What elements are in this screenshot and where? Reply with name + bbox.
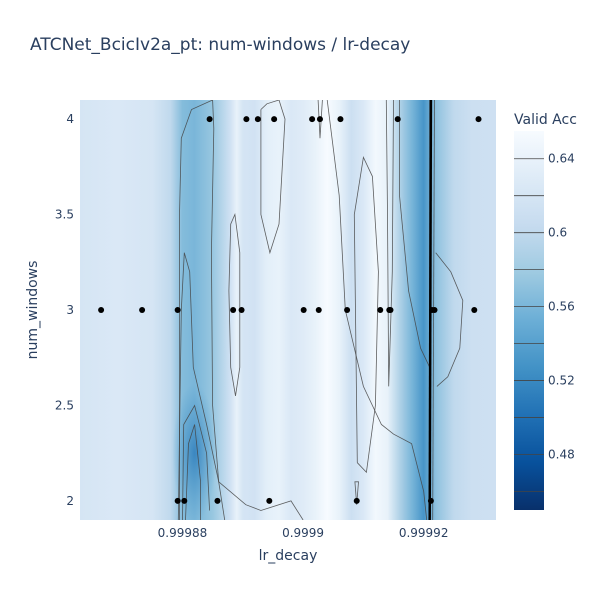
trial-point-4[interactable] bbox=[309, 116, 316, 123]
trial-point-14[interactable] bbox=[300, 307, 307, 313]
y-tick-label-3: 3.5 bbox=[55, 208, 74, 222]
y-tick-label-1: 2.5 bbox=[55, 398, 74, 412]
x-axis: 0.99988 0.9999 0.99992 bbox=[158, 526, 449, 540]
trial-point-0[interactable] bbox=[206, 116, 213, 123]
trial-point-25[interactable] bbox=[214, 497, 221, 504]
trial-point-12[interactable] bbox=[230, 307, 237, 313]
trial-points bbox=[98, 116, 482, 504]
colorbar-title: Valid Acc bbox=[514, 112, 577, 128]
trial-point-22[interactable] bbox=[471, 307, 478, 313]
x-tick-label-0: 0.99988 bbox=[158, 526, 208, 540]
contour-lines bbox=[177, 100, 464, 520]
trial-point-6[interactable] bbox=[337, 116, 344, 123]
trial-point-23[interactable] bbox=[174, 497, 181, 504]
trial-point-7[interactable] bbox=[394, 116, 401, 123]
trial-point-9[interactable] bbox=[98, 307, 105, 313]
x-axis-title: lr_decay bbox=[259, 548, 318, 564]
y-tick-label-2: 3 bbox=[66, 303, 74, 317]
trial-point-16[interactable] bbox=[344, 307, 351, 313]
trial-point-11[interactable] bbox=[174, 307, 181, 313]
colorbar-tick-label-1: 0.6 bbox=[548, 226, 567, 240]
colorbar-tick-label-4: 0.48 bbox=[548, 448, 575, 462]
trial-point-3[interactable] bbox=[271, 116, 278, 123]
plot-area bbox=[80, 100, 496, 520]
trial-point-13[interactable] bbox=[238, 307, 245, 313]
chart-title: ATCNet_BcicIv2a_pt: num-windows / lr-dec… bbox=[30, 35, 410, 55]
trial-point-15[interactable] bbox=[315, 307, 322, 313]
trial-point-2[interactable] bbox=[254, 116, 261, 123]
y-axis: 2 2.5 3 3.5 4 bbox=[55, 112, 74, 508]
trial-point-10[interactable] bbox=[139, 307, 146, 313]
low-accuracy-region bbox=[172, 383, 217, 520]
trial-point-17[interactable] bbox=[377, 307, 384, 313]
colorbar-ticks: 0.64 0.6 0.56 0.52 0.48 bbox=[548, 152, 575, 462]
y-tick-label-0: 2 bbox=[66, 494, 74, 508]
heatmap-surface bbox=[80, 100, 496, 520]
colorbar-tick-label-2: 0.56 bbox=[548, 300, 575, 314]
colorbar-tick-label-0: 0.64 bbox=[548, 152, 575, 166]
x-tick-label-2: 0.99992 bbox=[399, 526, 449, 540]
trial-point-21[interactable] bbox=[431, 307, 438, 313]
colorbar-tick-label-3: 0.52 bbox=[548, 374, 575, 388]
trial-point-27[interactable] bbox=[353, 497, 360, 504]
trial-point-26[interactable] bbox=[266, 497, 273, 504]
trial-point-8[interactable] bbox=[475, 116, 482, 123]
trial-point-5[interactable] bbox=[316, 116, 323, 123]
trial-point-28[interactable] bbox=[427, 497, 434, 504]
y-tick-label-4: 4 bbox=[66, 112, 74, 126]
colorbar-levels bbox=[514, 158, 544, 492]
trial-point-24[interactable] bbox=[181, 497, 188, 504]
trial-point-19[interactable] bbox=[387, 307, 394, 313]
y-axis-title: num_windows bbox=[25, 261, 41, 360]
trial-point-1[interactable] bbox=[243, 116, 250, 123]
colorbar-scale bbox=[514, 131, 544, 510]
colorbar: Valid Acc 0.64 0.6 0.56 0.52 0.48 bbox=[514, 112, 577, 510]
x-tick-label-1: 0.9999 bbox=[282, 526, 324, 540]
